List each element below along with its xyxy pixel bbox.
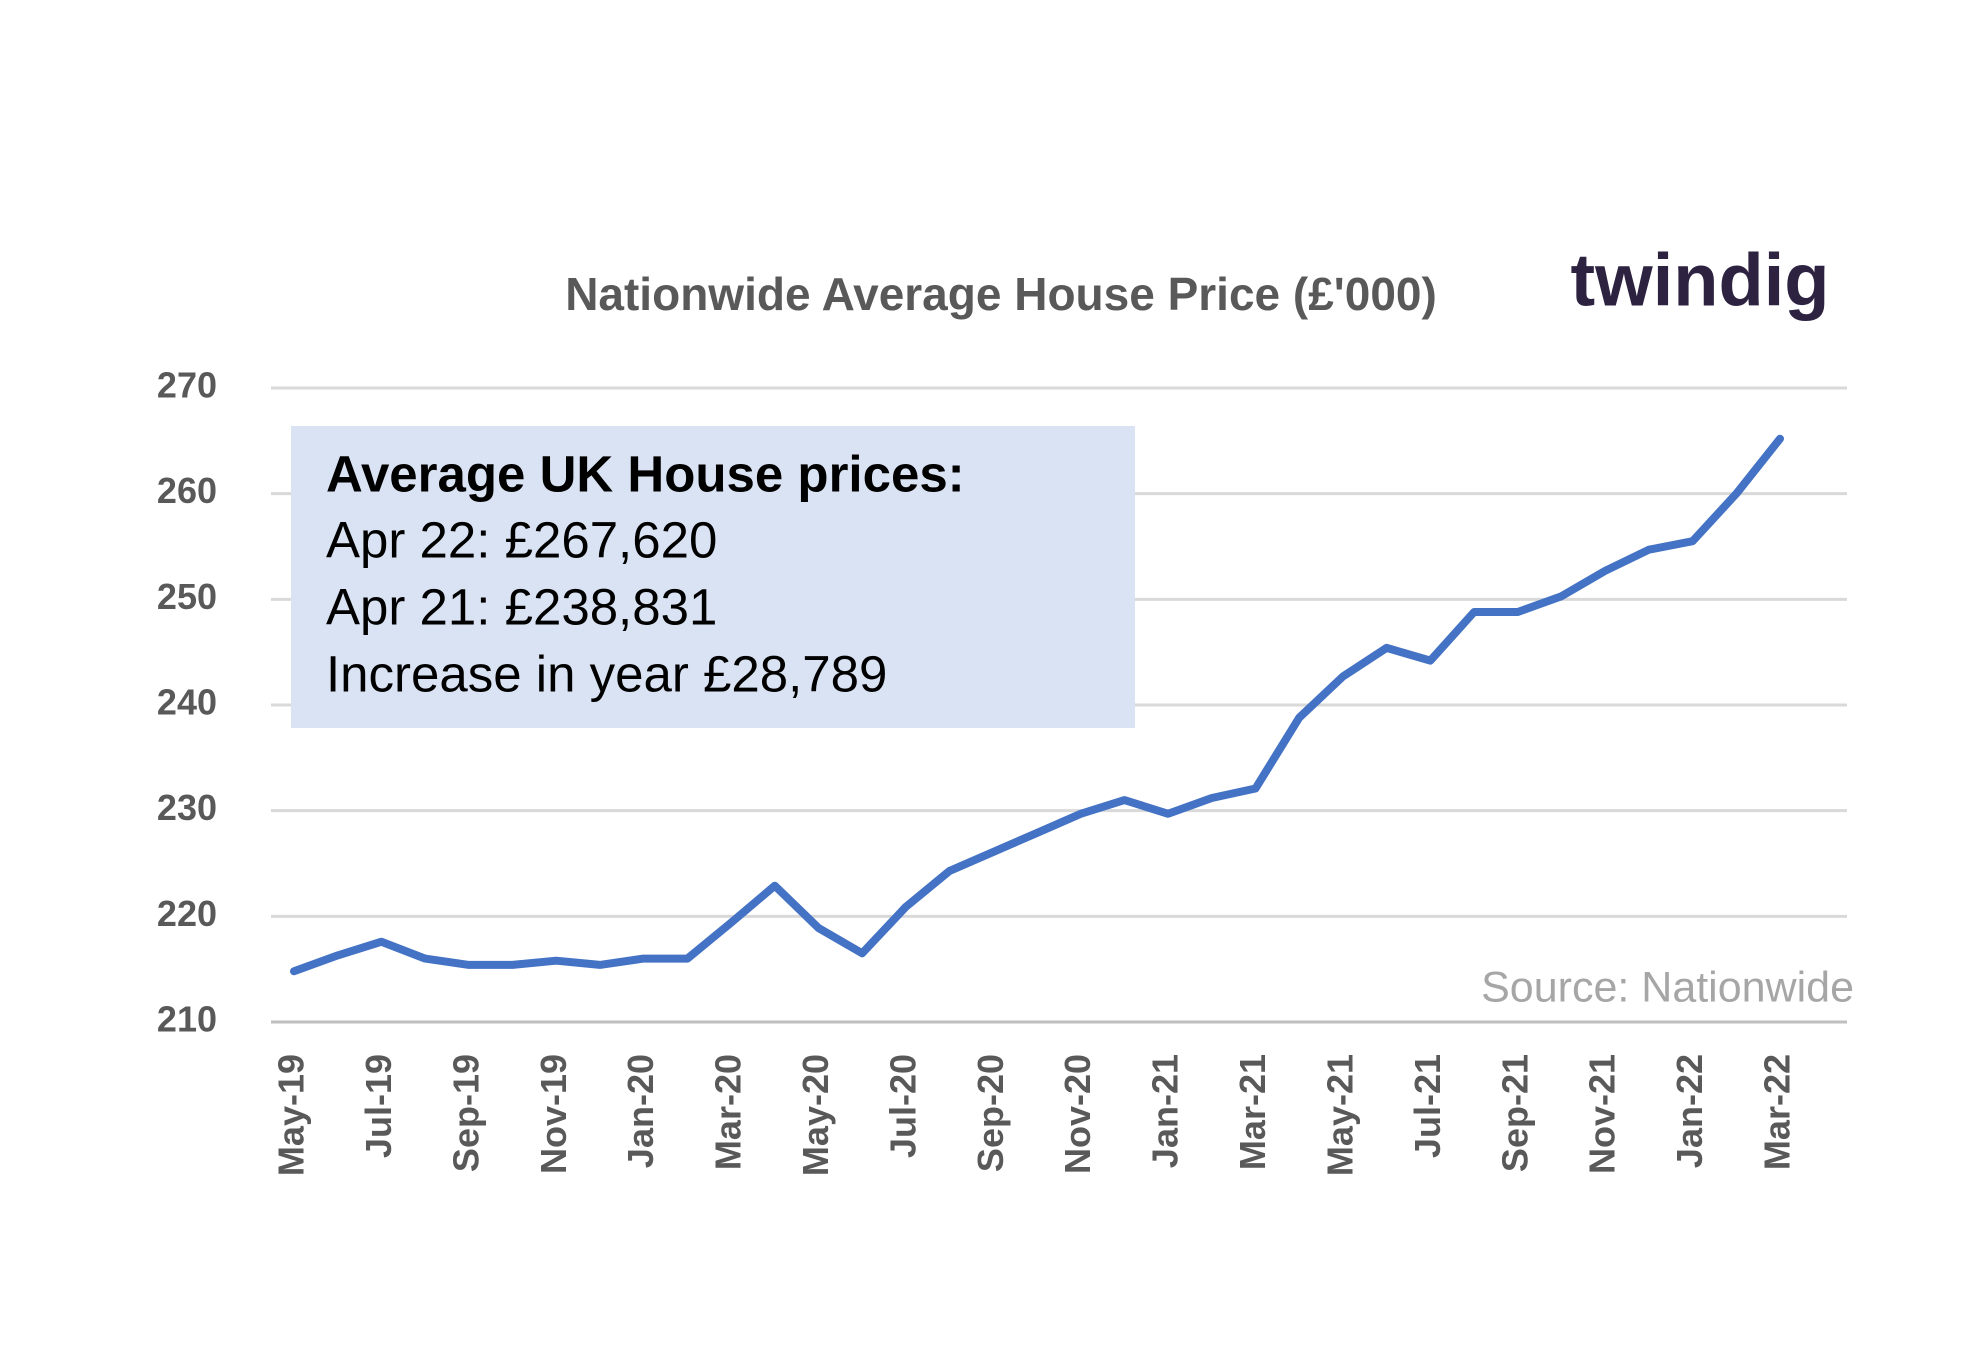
y-tick-label: 270 <box>157 365 217 406</box>
y-tick-label: 260 <box>157 470 217 511</box>
y-tick-label: 210 <box>157 999 217 1040</box>
x-tick-label: Jul-20 <box>882 1054 923 1158</box>
y-tick-label: 250 <box>157 576 217 617</box>
x-tick-label: Sep-20 <box>970 1054 1011 1172</box>
x-tick-label: Mar-21 <box>1232 1054 1273 1170</box>
x-tick-label: Mar-20 <box>708 1054 749 1170</box>
x-tick-label: Sep-21 <box>1494 1054 1535 1172</box>
annotation-box <box>291 426 1135 728</box>
annotation-line: Increase in year £28,789 <box>326 645 887 702</box>
x-tick-label: Jul-21 <box>1407 1054 1448 1158</box>
x-tick-label: May-21 <box>1319 1054 1360 1176</box>
logo: twindig <box>1571 239 1830 322</box>
chart-title: Nationwide Average House Price (£'000) <box>565 268 1437 320</box>
x-tick-label: Nov-21 <box>1582 1054 1623 1174</box>
x-tick-label: May-20 <box>795 1054 836 1176</box>
y-tick-label: 240 <box>157 682 217 723</box>
y-tick-label: 220 <box>157 893 217 934</box>
x-tick-label: Jan-22 <box>1669 1054 1710 1168</box>
x-tick-label: Jul-19 <box>358 1054 399 1158</box>
x-tick-label: Sep-19 <box>445 1054 486 1172</box>
annotation-line: Apr 21: £238,831 <box>326 578 717 635</box>
x-tick-label: Mar-22 <box>1757 1054 1798 1170</box>
x-tick-label: Jan-20 <box>620 1054 661 1168</box>
price-line <box>290 434 1784 976</box>
x-tick-label: Nov-20 <box>1057 1054 1098 1174</box>
x-tick-label: Jan-21 <box>1145 1054 1186 1168</box>
annotation-line: Apr 22: £267,620 <box>326 511 717 568</box>
x-tick-label: May-19 <box>271 1054 312 1176</box>
y-tick-label: 230 <box>157 787 217 828</box>
source: Source: Nationwide <box>1481 963 1854 1011</box>
x-tick-label: Nov-19 <box>533 1054 574 1174</box>
annotation-heading: Average UK House prices: <box>326 445 965 502</box>
